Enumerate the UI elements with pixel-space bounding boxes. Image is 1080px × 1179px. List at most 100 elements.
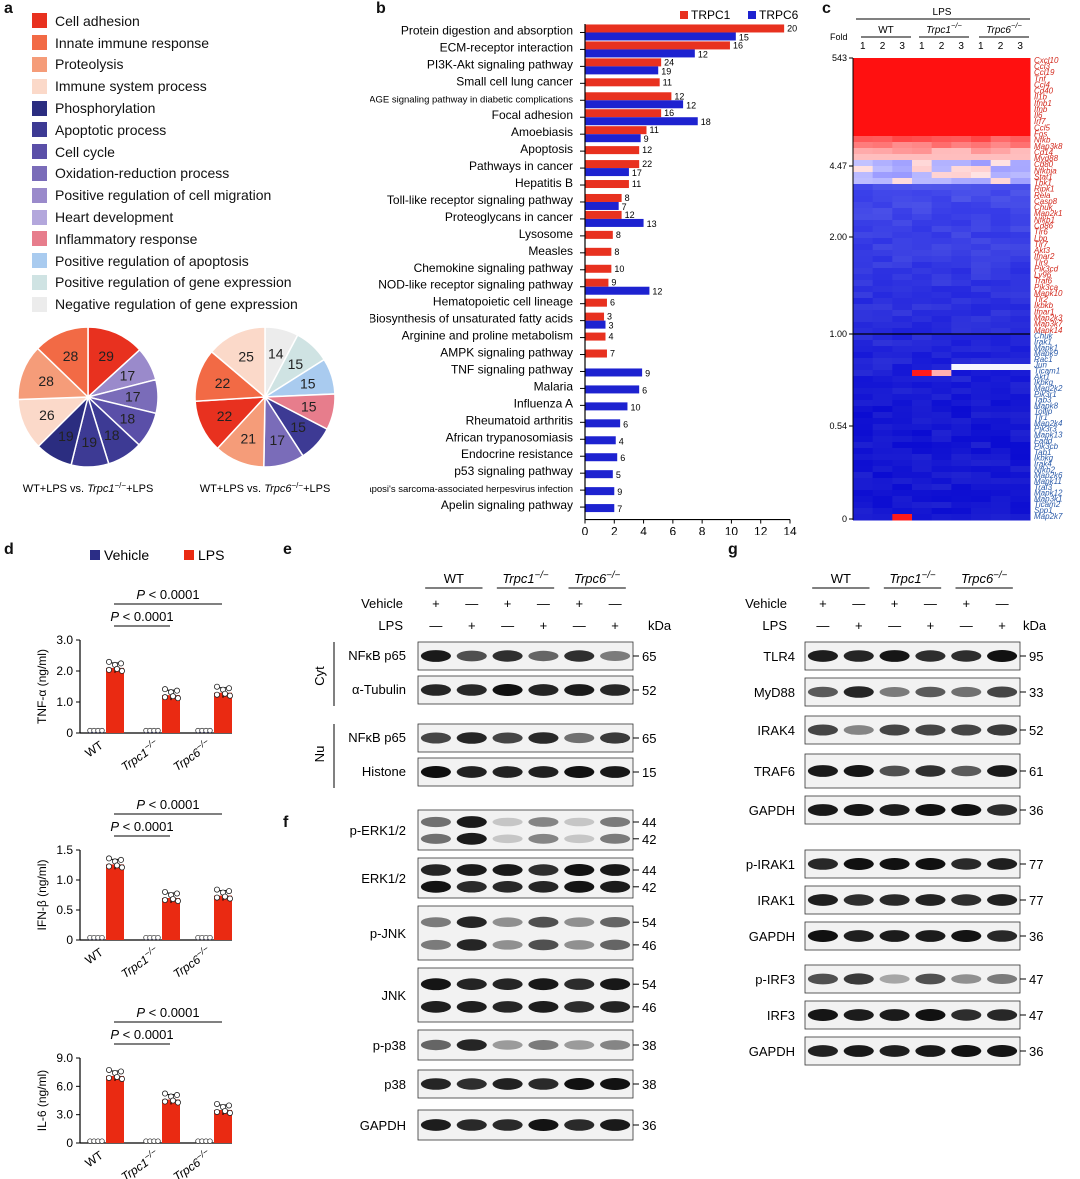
blot-band: [420, 1078, 451, 1090]
heatmap-cell: [872, 400, 893, 407]
legend-item: Proteolysis: [32, 54, 332, 76]
heatmap-cell: [951, 172, 972, 179]
heatmap-cell: [951, 190, 972, 197]
scale-tick-label: 1.00: [829, 329, 847, 339]
bar-count-label: 5: [616, 470, 621, 480]
heatmap-cell: [1010, 394, 1031, 401]
heatmap-cell: [951, 130, 972, 137]
heatmap-cell: [971, 394, 992, 401]
heatmap-cell: [1010, 82, 1031, 89]
heatmap-cell: [1010, 298, 1031, 305]
heatmap-cell: [892, 262, 913, 269]
heatmap-cell: [872, 484, 893, 491]
heatmap-cell: [853, 310, 874, 317]
heatmap-cell: [872, 88, 893, 95]
legend-swatch: [32, 35, 47, 51]
heatmap-cell: [951, 82, 972, 89]
heatmap-cell: [971, 142, 992, 149]
legend-label-lps: LPS: [198, 547, 224, 563]
gene-label-up: Map3k8: [1034, 142, 1063, 151]
heatmap-cell: [892, 256, 913, 263]
heatmap-cell: [892, 238, 913, 245]
series-legend-label: TRPC1: [691, 8, 731, 22]
heatmap-cell: [1010, 322, 1031, 329]
heatmap-cell: [931, 346, 952, 353]
series-legend-swatch: [680, 11, 688, 19]
heatmap-col-label: 1: [919, 41, 925, 52]
bar-count-label: 3: [609, 321, 614, 331]
bar-trpc6: [585, 470, 613, 479]
blot-band: [807, 686, 838, 698]
heatmap-cell: [892, 124, 913, 131]
heatmap-cell: [971, 316, 992, 323]
heatmap-cell: [971, 202, 992, 209]
category-label: Hepatitis B: [515, 176, 573, 190]
heatmap-cell: [951, 514, 972, 521]
heatmap-cell: [990, 184, 1011, 191]
heatmap-cell: [853, 178, 874, 185]
kda-value: 36: [1029, 1044, 1043, 1059]
heatmap-col-label: 1: [860, 41, 866, 52]
blot-band: [951, 930, 982, 942]
heatmap-cell: [951, 346, 972, 353]
pie-slice-label: 18: [104, 427, 120, 443]
blot-row-label: p-IRF3: [755, 972, 795, 987]
bar-count-label: 9: [611, 278, 616, 288]
heatmap-cell: [912, 232, 933, 239]
scale-tick-label: 2.00: [829, 232, 847, 242]
category-label: NOD-like receptor signaling pathway: [378, 278, 573, 292]
heatmap-cell: [990, 454, 1011, 461]
heatmap-cell: [971, 508, 992, 515]
gene-label-up: Tlr6: [1034, 228, 1048, 237]
blot-band: [807, 724, 838, 736]
heatmap-cell: [892, 334, 913, 341]
heatmap-cell: [971, 370, 992, 377]
blot-band: [915, 724, 946, 736]
heatmap-cell: [892, 76, 913, 83]
blot-membrane: [804, 753, 1021, 789]
heatmap-cell: [1010, 268, 1031, 275]
heatmap-cell: [912, 442, 933, 449]
bar-lps: [106, 864, 124, 940]
blot-row-label: NFκB p65: [348, 730, 406, 745]
heatmap-cell: [971, 454, 992, 461]
heatmap-cell: [1010, 94, 1031, 101]
blot-band: [564, 940, 595, 950]
heatmap-cell: [951, 460, 972, 467]
heatmap-cell: [872, 64, 893, 71]
bar-count-label: 12: [686, 100, 696, 110]
kda-value: 38: [642, 1077, 656, 1092]
lps-sign: —: [573, 618, 586, 633]
blot-band: [420, 684, 451, 696]
data-point: [99, 727, 105, 734]
heatmap-cell: [951, 208, 972, 215]
heatmap-cell: [971, 196, 992, 203]
heatmap-cell: [853, 136, 874, 143]
heatmap-cell: [931, 304, 952, 311]
heatmap-cell: [990, 358, 1011, 365]
heatmap-cell: [951, 478, 972, 485]
heatmap-cell: [1010, 118, 1031, 125]
heatmap-cell: [971, 226, 992, 233]
heatmap-cell: [951, 304, 972, 311]
heatmap-cell: [990, 382, 1011, 389]
blot-band: [600, 939, 631, 951]
heatmap-cell: [912, 394, 933, 401]
bar-trpc1: [585, 78, 660, 87]
heatmap-cell: [1010, 226, 1031, 233]
gene-label-down: Ticam1: [1034, 367, 1060, 376]
heatmap-cell: [892, 466, 913, 473]
data-point: [221, 893, 228, 900]
heatmap-cell: [990, 346, 1011, 353]
bar-trpc1: [585, 24, 785, 33]
legend-swatch: [32, 187, 47, 203]
heatmap-cell: [892, 364, 913, 371]
blot-band: [420, 816, 451, 828]
kda-value: 42: [642, 832, 656, 847]
bar-count-label: 16: [664, 108, 674, 118]
blot-band: [528, 864, 559, 876]
legend-swatch-lps: [184, 550, 194, 560]
vehicle-sign: —: [609, 596, 622, 611]
gene-label-down: Mapk1: [1034, 343, 1058, 352]
